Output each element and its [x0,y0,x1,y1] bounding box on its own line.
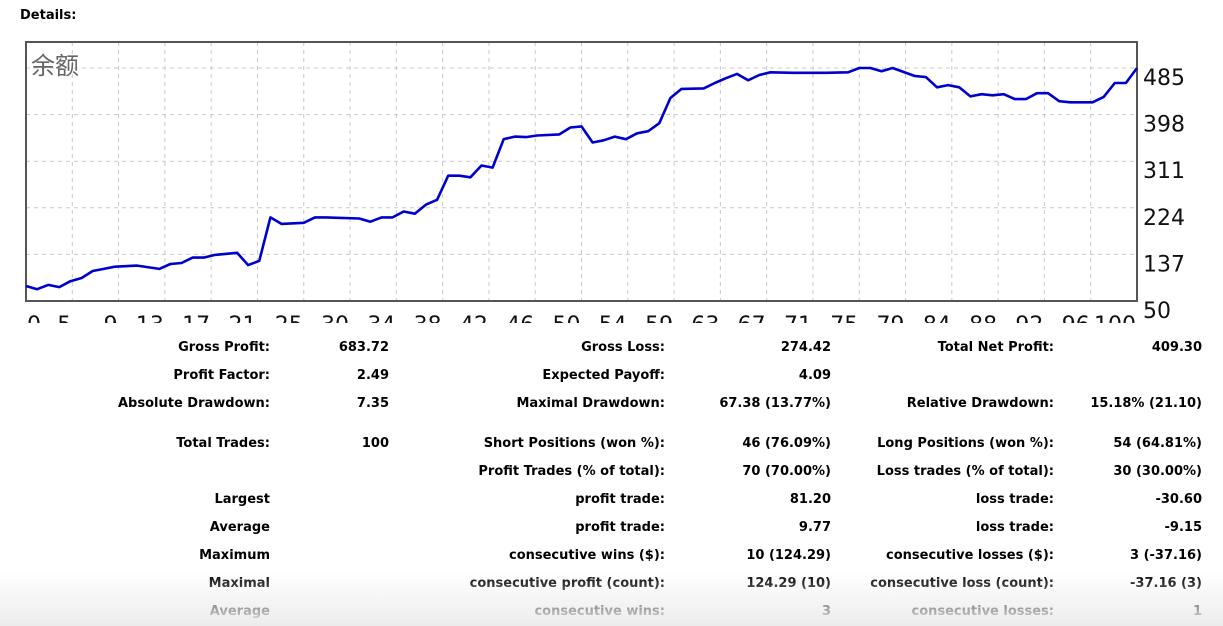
x-tick-label: 38 [414,313,442,323]
stat-label: consecutive wins ($): [508,548,665,563]
y-tick-label: 50 [1143,299,1171,323]
x-tick-label: 21 [228,313,256,323]
x-tick-label: 67 [738,313,766,323]
stat-label: Loss trades (% of total): [876,464,1054,479]
y-tick-label: 485 [1143,66,1185,91]
stat-label: Gross Profit: [178,340,270,355]
stat-value: 67.38 (13.77%) [719,396,831,411]
x-tick-label: 100 [1094,313,1136,323]
x-tick-label: 9 [104,313,118,323]
stat-label: Total Trades: [176,436,270,451]
stat-label: profit trade: [575,492,665,507]
stat-label: Absolute Drawdown: [118,396,270,411]
stat-value: 3 [821,604,831,619]
x-tick-label: 71 [784,313,812,323]
stat-value: 30 (30.00%) [1113,464,1202,479]
stat-value: 46 (76.09%) [742,436,831,451]
stat-label: Expected Payoff: [542,368,665,383]
stat-value: -30.60 [1155,492,1202,507]
stat-label: consecutive losses: [911,604,1054,619]
stat-label: profit trade: [575,520,665,535]
stat-label: Largest [214,492,270,507]
y-tick-label: 398 [1143,113,1185,138]
stat-value: 4.09 [798,368,831,383]
x-tick-label: 25 [275,313,303,323]
y-tick-label: 311 [1143,159,1185,184]
stat-label: loss trade: [975,492,1054,507]
x-tick-label: 13 [136,313,164,323]
stats-row: Profit Factor: 2.49 Expected Payoff: 4.09 [0,368,1223,388]
stat-value: 10 (124.29) [746,548,831,563]
stats-row: Maximal consecutive profit (count): 124.29… [0,576,1223,596]
stat-value: 124.29 (10) [746,576,831,591]
balance-chart: 余额05913172125303438424650545963677175798… [25,41,1185,323]
stat-label: Profit Trades (% of total): [478,464,665,479]
y-tick-label: 224 [1143,206,1185,231]
x-tick-label: 96 [1062,313,1090,323]
stat-value: 81.20 [789,492,831,507]
plot-frame [25,41,1138,302]
stats-row: Largest profit trade: 81.20 loss trade: -30.… [0,492,1223,512]
stat-label: consecutive loss (count): [870,576,1054,591]
stat-value: 274.42 [780,340,831,355]
stat-value: 683.72 [338,340,389,355]
x-tick-label: 63 [691,313,719,323]
stat-label: Maximal [208,576,270,591]
x-tick-label: 75 [830,313,858,323]
x-tick-label: 17 [182,313,210,323]
x-tick-label: 30 [321,313,349,323]
stat-value: 70 (70.00%) [742,464,831,479]
chart-title: 余额 [31,52,79,80]
stat-value: -37.16 (3) [1130,576,1202,591]
x-tick-label: 88 [969,313,997,323]
stat-label: consecutive profit (count): [469,576,665,591]
x-tick-label: 46 [506,313,534,323]
stat-value: 9.77 [798,520,831,535]
x-tick-label: 79 [877,313,905,323]
stat-value: 15.18% (21.10) [1090,396,1202,411]
stats-row: Average consecutive wins: 3 consecutive los… [0,604,1223,624]
stat-value: 2.49 [356,368,389,383]
stat-label: Average [209,604,270,619]
balance-chart-svg: 余额05913172125303438424650545963677175798… [25,41,1185,323]
x-tick-label: 42 [460,313,488,323]
x-tick-label: 50 [553,313,581,323]
stat-label: Profit Factor: [173,368,270,383]
x-tick-label: 59 [645,313,673,323]
details-heading: Details: [20,8,77,23]
stat-value: 3 (-37.16) [1130,548,1202,563]
x-tick-label: 0 [27,313,41,323]
stat-label: Maximal Drawdown: [516,396,665,411]
x-tick-label: 34 [367,313,395,323]
stat-label: Maximum [199,548,270,563]
stat-value: 100 [361,436,389,451]
stats-row: Absolute Drawdown: 7.35 Maximal Drawdown: 6… [0,396,1223,416]
stat-value: 409.30 [1151,340,1202,355]
stat-value: 7.35 [356,396,389,411]
stats-row: Gross Profit: 683.72 Gross Loss: 274.42 Tota… [0,340,1223,360]
x-tick-label: 54 [599,313,627,323]
x-tick-label: 92 [1015,313,1043,323]
stats-row: Total Trades: 100 Short Positions (won %):… [0,436,1223,456]
stat-label: consecutive wins: [534,604,665,619]
y-tick-label: 137 [1143,252,1185,277]
stat-label: Gross Loss: [581,340,665,355]
stat-label: loss trade: [975,520,1054,535]
stat-label: Relative Drawdown: [906,396,1054,411]
stat-label: Short Positions (won %): [483,436,665,451]
stat-label: Long Positions (won %): [877,436,1054,451]
stat-value: -9.15 [1164,520,1202,535]
stat-label: consecutive losses ($): [886,548,1054,563]
stats-row: Maximum consecutive wins ($): 10 (124.29) c… [0,548,1223,568]
stats-row: Profit Trades (% of total): 70 (70.00%) Lo… [0,464,1223,484]
stat-label: Average [209,520,270,535]
stat-label: Total Net Profit: [937,340,1054,355]
stat-value: 54 (64.81%) [1113,436,1202,451]
stat-value: 1 [1192,604,1202,619]
x-tick-label: 5 [57,313,71,323]
x-tick-label: 84 [923,313,951,323]
stats-row: Average profit trade: 9.77 loss trade: -9.15 [0,520,1223,540]
